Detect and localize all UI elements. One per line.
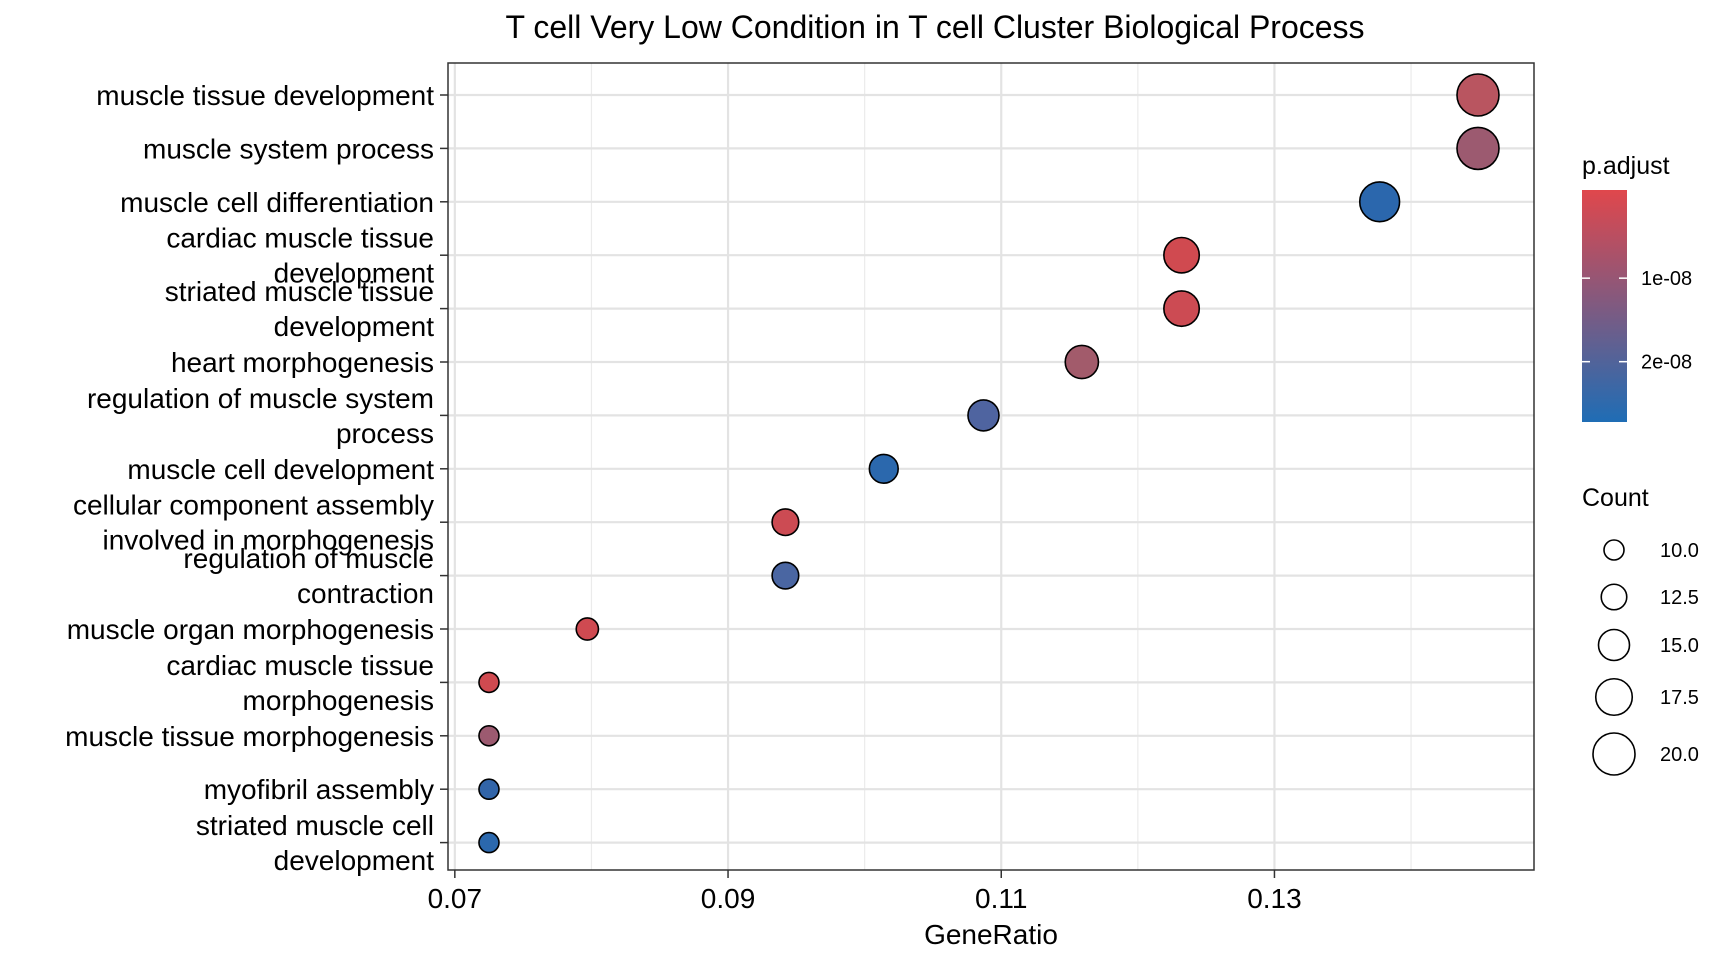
- y-axis: muscle tissue development muscle system p…: [65, 80, 448, 876]
- size-legend-label: 17.5: [1660, 687, 1699, 709]
- data-point: [1163, 236, 1201, 274]
- color-legend-title: p.adjust: [1582, 152, 1670, 180]
- data-point: [771, 561, 800, 590]
- colorbar-label: 2e-08: [1641, 352, 1692, 374]
- x-tick-label: 0.13: [1247, 883, 1302, 914]
- size-legend-label: 10.0: [1660, 540, 1699, 562]
- data-point: [771, 508, 800, 537]
- chart-title: T cell Very Low Condition in T cell Clus…: [505, 9, 1364, 45]
- y-tick-label: muscle cell development: [127, 454, 434, 485]
- y-tick-label: cardiac muscle tissue development: [166, 223, 434, 289]
- x-tick-label: 0.11: [975, 883, 1027, 914]
- x-tick-label: 0.07: [428, 883, 483, 914]
- data-point: [1163, 290, 1201, 328]
- data-point: [1358, 181, 1401, 223]
- size-legend-circle: [1603, 539, 1625, 561]
- y-tick-label: muscle organ morphogenesis: [67, 614, 434, 645]
- y-tick-label: regulation of muscle contraction: [183, 543, 434, 609]
- size-legend-circle: [1600, 583, 1628, 611]
- size-legend-title: Count: [1582, 484, 1649, 512]
- y-tick-label: muscle tissue morphogenesis: [65, 721, 434, 752]
- color-legend: p.adjust 1e-08 2e-08: [1582, 152, 1692, 422]
- data-point: [868, 453, 899, 484]
- data-point: [575, 617, 600, 641]
- grid: [448, 63, 1534, 870]
- x-tick-label: 0.09: [701, 883, 756, 914]
- x-axis: 0.07 0.09 0.11 0.13: [428, 870, 1302, 914]
- y-tick-label: cellular component assembly involved in m…: [73, 490, 434, 556]
- data-point: [478, 724, 500, 747]
- data-point: [478, 831, 500, 854]
- data-point: [478, 778, 500, 801]
- size-legend-label: 12.5: [1660, 587, 1699, 609]
- x-axis-label: GeneRatio: [924, 919, 1058, 950]
- data-point: [1456, 73, 1500, 117]
- size-legend: Count 10.0 12.5 15.0 17.5 20.0: [1582, 484, 1699, 776]
- colorbar-label: 1e-08: [1641, 268, 1692, 290]
- data-point: [967, 399, 1000, 432]
- y-tick-label: muscle system process: [143, 133, 434, 164]
- y-tick-label: regulation of muscle system process: [87, 383, 434, 449]
- y-tick-label: striated muscle cell development: [196, 810, 434, 876]
- y-tick-label: myofibril assembly: [204, 774, 434, 805]
- size-legend-circle: [1594, 677, 1634, 717]
- data-points: [478, 73, 1500, 854]
- data-point: [1456, 126, 1500, 171]
- data-point: [1064, 344, 1100, 380]
- y-tick-label: striated muscle tissue development: [165, 276, 434, 342]
- y-tick-label: heart morphogenesis: [171, 347, 434, 378]
- y-tick-label: muscle cell differentiation: [120, 187, 434, 218]
- size-legend-label: 20.0: [1660, 744, 1699, 766]
- y-tick-label: cardiac muscle tissue morphogenesis: [166, 650, 434, 716]
- size-legend-label: 15.0: [1660, 635, 1699, 657]
- data-point: [478, 671, 500, 694]
- color-legend-bar: [1582, 190, 1627, 422]
- plot-panel: [447, 62, 1535, 871]
- y-tick-label: muscle tissue development: [96, 80, 434, 111]
- size-legend-circle: [1592, 732, 1636, 776]
- size-legend-circle: [1597, 628, 1631, 662]
